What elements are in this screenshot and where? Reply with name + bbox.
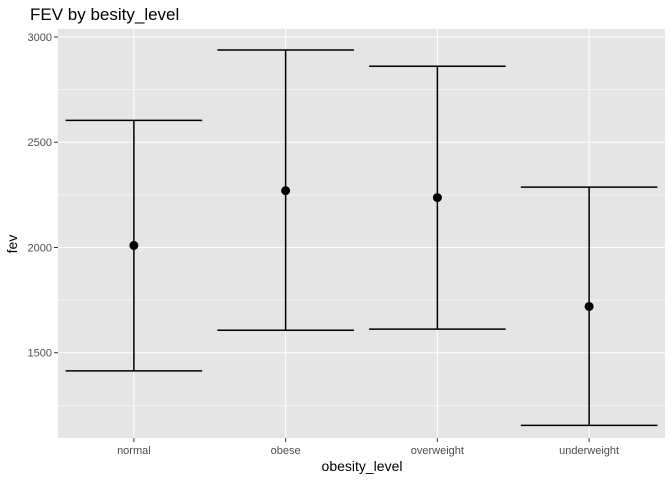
x-tick-label: underweight (559, 445, 619, 457)
y-tick-label: 2500 (28, 137, 52, 149)
mean-point (281, 186, 291, 196)
errorbar-normal (65, 119, 203, 372)
errorbar-obese (217, 49, 354, 331)
y-tick-label: 3000 (28, 32, 52, 44)
mean-point (129, 240, 139, 250)
x-tick-label: obese (271, 445, 301, 457)
mean-point (584, 301, 594, 311)
x-tick-label: overweight (411, 445, 464, 457)
x-axis: normal obese overweight underweight (117, 438, 619, 457)
y-axis-title: fev (4, 235, 20, 254)
x-tick-label: normal (117, 445, 151, 457)
x-axis-title: obesity_level (322, 458, 403, 474)
y-axis: 1500 2000 2500 3000 (28, 32, 58, 360)
error-bars (65, 49, 658, 427)
y-tick-label: 1500 (28, 348, 52, 360)
errorbar-underweight (520, 186, 658, 427)
mean-point (432, 193, 442, 203)
errorbar-overweight (369, 65, 506, 330)
y-tick-label: 2000 (28, 242, 52, 254)
plot-panel (58, 29, 665, 438)
chart-title: FEV by besity_level (30, 5, 179, 24)
